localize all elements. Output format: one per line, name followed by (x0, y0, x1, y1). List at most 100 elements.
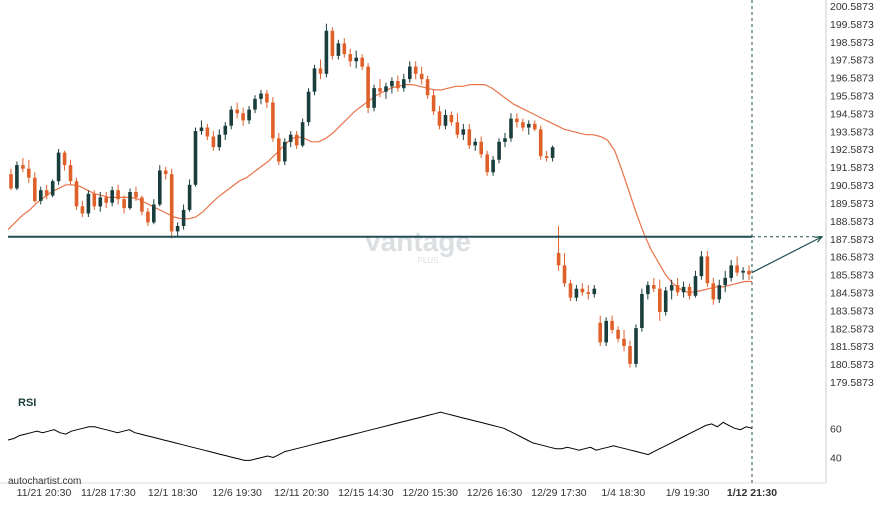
candle (247, 106, 251, 124)
candle (449, 111, 454, 126)
time-tick-label: 11/21 20:30 (17, 487, 72, 499)
candle-body (628, 346, 632, 364)
candle-body (80, 206, 85, 214)
candle-body (711, 283, 716, 300)
support-resistance (8, 235, 824, 274)
candle (467, 123, 472, 150)
candle (217, 129, 222, 151)
candle-body (169, 174, 174, 232)
candle-body (425, 79, 430, 96)
candle (205, 123, 210, 141)
candle-body (408, 66, 412, 80)
candle-body (503, 138, 507, 142)
candle (497, 138, 501, 164)
candle-body (86, 193, 91, 214)
candle (229, 106, 233, 130)
price-tick-label: 184.5873 (830, 288, 874, 300)
candle (199, 120, 204, 135)
candle (122, 195, 126, 214)
moving-average-line (7, 84, 752, 293)
candle (116, 184, 120, 205)
candle (306, 88, 311, 126)
candle-body (604, 320, 608, 343)
candle-body (705, 256, 710, 284)
candlestick-series (9, 23, 751, 368)
candle-body (312, 68, 317, 92)
candle (544, 150, 549, 162)
candle (283, 138, 287, 166)
candle (342, 38, 347, 58)
candle (717, 279, 722, 303)
candle-body (431, 95, 436, 112)
candle (562, 252, 567, 287)
candle-body (586, 292, 591, 294)
candle (461, 123, 466, 141)
candle (675, 277, 680, 296)
price-tick-label: 181.5873 (830, 341, 874, 353)
candle-body (550, 147, 555, 158)
candle (693, 270, 698, 298)
price-tick-label: 180.5873 (830, 359, 874, 371)
candle-body (259, 93, 263, 99)
candle (556, 226, 561, 271)
candle (509, 113, 513, 142)
candle-body (556, 252, 561, 266)
candle-body (663, 290, 668, 312)
time-tick-label: 11/28 17:30 (81, 487, 136, 499)
candle-body (699, 256, 704, 277)
candle-body (193, 131, 198, 185)
candle-body (568, 283, 573, 298)
candle (265, 89, 269, 108)
candle (104, 191, 108, 209)
candle (169, 168, 174, 239)
price-tick-label: 189.5873 (830, 198, 874, 210)
candle-body (229, 109, 233, 126)
candle (223, 122, 228, 141)
candle (574, 285, 579, 302)
candle (568, 279, 573, 302)
candle (181, 204, 186, 230)
candle-body (580, 288, 585, 293)
candle-body (44, 190, 49, 196)
candle-body (205, 127, 210, 137)
candle-body (116, 190, 120, 200)
candle-body (33, 177, 37, 201)
rsi-panel: RSI 60 40 (7, 397, 842, 465)
candle (592, 285, 597, 298)
candle-body (9, 174, 13, 189)
candle-body (265, 93, 269, 103)
price-tick-label: 195.5873 (830, 91, 874, 103)
candle-body (473, 141, 477, 146)
candle (479, 136, 483, 158)
time-axis: 11/21 20:30 11/28 17:30 12/1 18:30 12/6 19:… (17, 487, 778, 499)
candle (39, 186, 43, 205)
candle (80, 200, 85, 218)
rsi-title: RSI (18, 397, 36, 409)
candle-body (354, 57, 358, 62)
candle-body (39, 190, 43, 201)
candle-body (235, 109, 239, 114)
candle-body (610, 320, 614, 330)
candle-body (146, 211, 150, 223)
candle (312, 64, 317, 96)
candle (729, 260, 733, 282)
candle-body (390, 81, 394, 87)
candle (50, 179, 55, 198)
candle (705, 251, 710, 287)
candle-body (74, 181, 79, 207)
candle (413, 61, 418, 80)
candle-body (658, 288, 662, 312)
candle (134, 186, 138, 201)
candle (146, 208, 150, 227)
price-tick-label: 200.5873 (830, 1, 874, 13)
candle-body (723, 277, 727, 286)
candle-body (384, 86, 388, 92)
candle (747, 265, 751, 280)
candle-body (27, 168, 31, 178)
candle (699, 251, 704, 280)
candle (74, 177, 79, 210)
candle-body (437, 111, 442, 126)
time-tick-label: 12/6 19:30 (212, 487, 262, 499)
candle (259, 89, 263, 105)
price-tick-label: 179.5873 (830, 377, 874, 389)
